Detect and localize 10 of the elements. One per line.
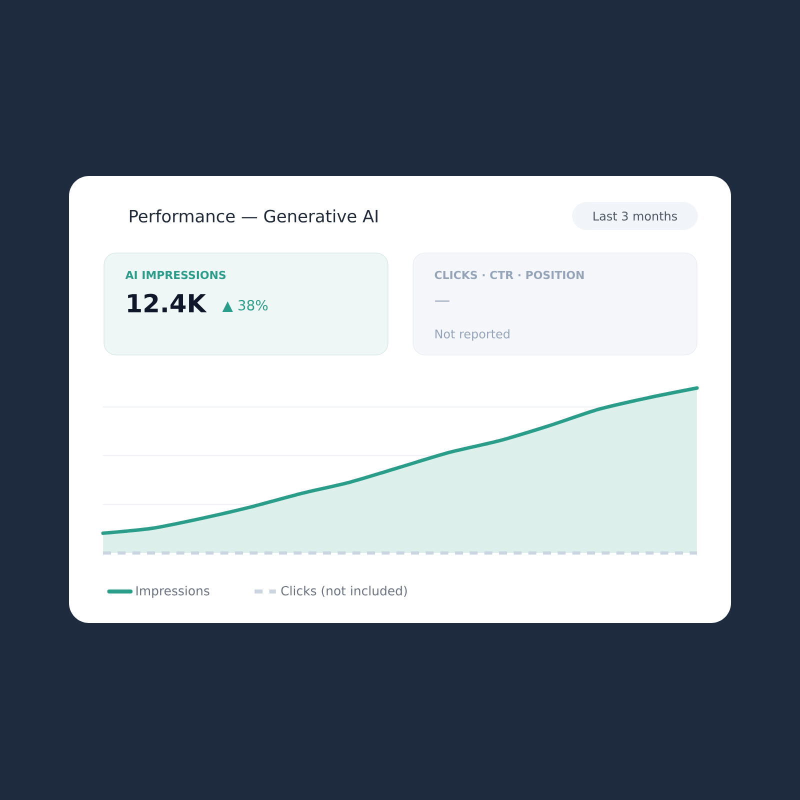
chart-title: Performance — Generative AI xyxy=(130,209,378,223)
text: Last 3 months xyxy=(594,211,677,221)
text: 12.4K xyxy=(128,294,207,312)
text: AI IMPRESSIONS xyxy=(125,270,226,280)
text: Not reported xyxy=(435,329,510,341)
text: — xyxy=(435,300,450,302)
text: CLICKS · CTR · POSITION xyxy=(434,270,584,280)
text: ▲ 38% xyxy=(222,300,268,312)
legend-label: Clicks (not included) xyxy=(281,586,407,597)
legend-label: Impressions xyxy=(136,586,210,598)
